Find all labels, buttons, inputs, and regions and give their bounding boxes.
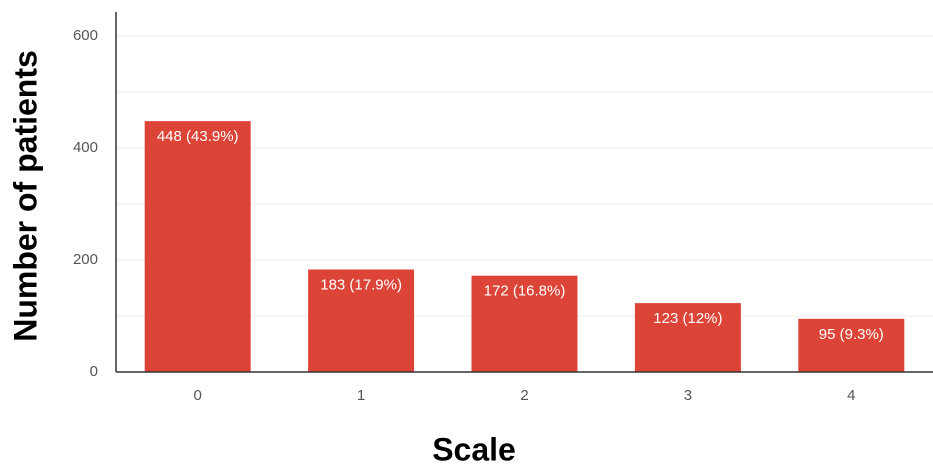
bar bbox=[144, 121, 251, 373]
bar bbox=[308, 269, 415, 372]
bar-data-label: 183 (17.9%) bbox=[320, 276, 402, 293]
gridlines bbox=[116, 35, 933, 317]
bar bbox=[634, 303, 741, 372]
y-axis-title: Number of patients bbox=[7, 50, 43, 342]
bars bbox=[144, 121, 905, 373]
bar-data-label: 95 (9.3%) bbox=[819, 326, 884, 343]
y-tick-label: 200 bbox=[73, 251, 98, 268]
y-tick-label: 600 bbox=[73, 27, 98, 44]
x-tick-label: 0 bbox=[194, 387, 202, 404]
data-labels: 448 (43.9%) 183 (17.9%) 172 (16.8%) 123 (12… bbox=[157, 128, 884, 343]
x-tick-label: 1 bbox=[357, 387, 365, 404]
y-tick-label: 0 bbox=[90, 363, 98, 380]
x-tick-labels: 0 1 2 3 4 bbox=[194, 387, 856, 404]
bar bbox=[798, 318, 905, 372]
bar-data-label: 172 (16.8%) bbox=[484, 283, 566, 300]
x-tick-label: 4 bbox=[847, 387, 855, 404]
x-tick-label: 2 bbox=[520, 387, 528, 404]
x-tick-label: 3 bbox=[684, 387, 692, 404]
bar-data-label: 448 (43.9%) bbox=[157, 128, 239, 145]
y-tick-labels: 0 200 400 600 bbox=[73, 27, 98, 380]
bar bbox=[471, 275, 578, 372]
y-tick-label: 400 bbox=[73, 139, 98, 156]
bar-data-label: 123 (12%) bbox=[653, 310, 722, 327]
x-axis-title: Scale bbox=[432, 431, 516, 466]
